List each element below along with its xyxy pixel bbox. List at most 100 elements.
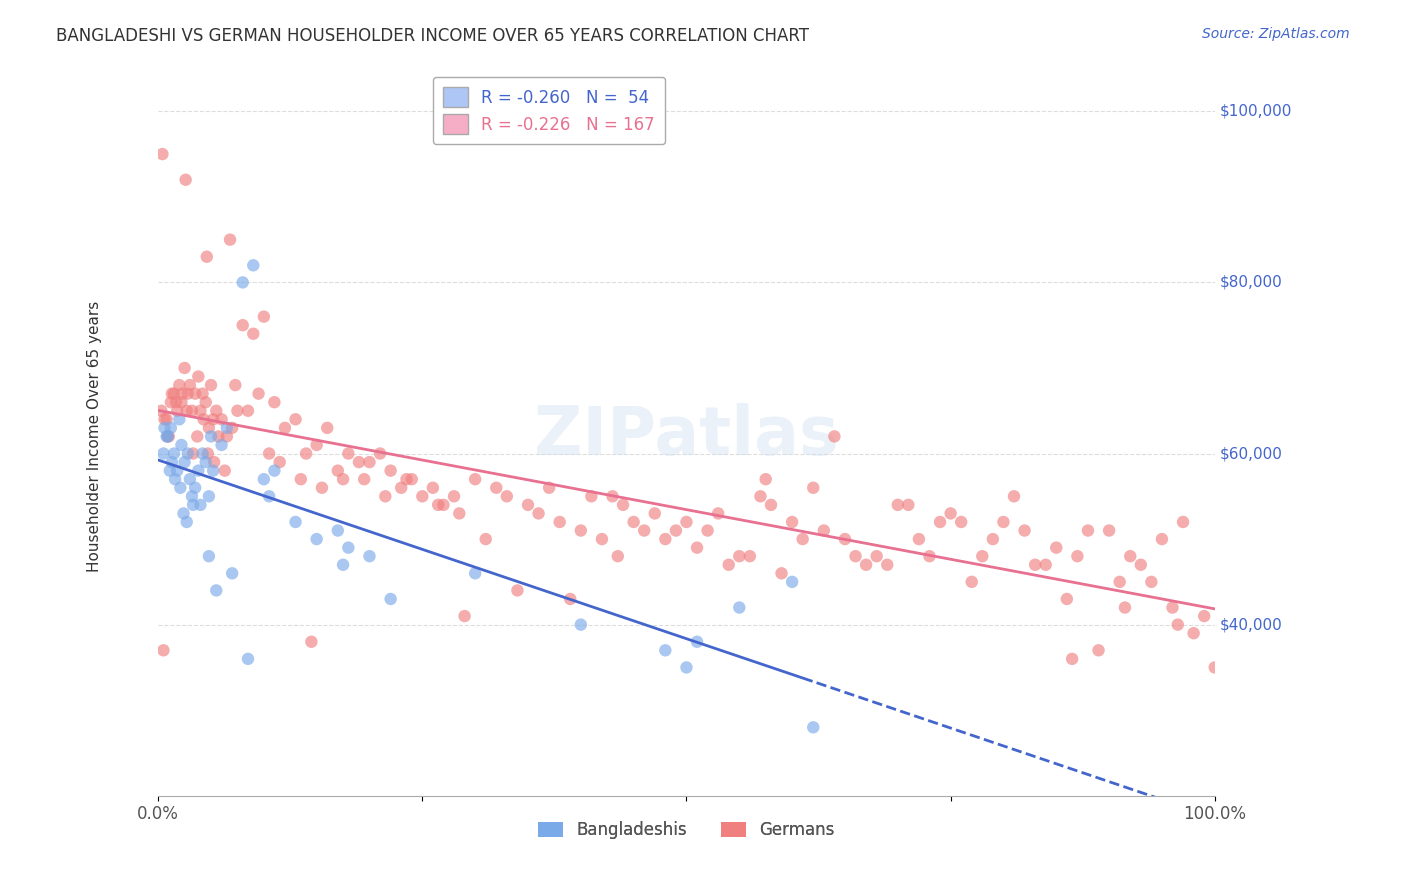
Legend: Bangladeshis, Germans: Bangladeshis, Germans [531, 814, 841, 846]
Point [380, 464, 402, 478]
Text: $40,000: $40,000 [1220, 617, 1282, 632]
Point [623, 515, 645, 529]
Point [1161, 600, 1184, 615]
Point [401, 472, 423, 486]
Point [184, 481, 207, 495]
Point [173, 507, 195, 521]
Point [1119, 549, 1142, 564]
Point [187, 369, 209, 384]
Point [176, 403, 198, 417]
Point [359, 549, 381, 564]
Point [173, 455, 195, 469]
Point [495, 489, 517, 503]
Point [1066, 549, 1088, 564]
Point [844, 549, 866, 564]
Point [801, 481, 824, 495]
Point [950, 515, 973, 529]
Point [606, 549, 628, 564]
Point [332, 472, 354, 486]
Point [257, 489, 280, 503]
Point [194, 395, 217, 409]
Point [191, 446, 214, 460]
Point [1062, 652, 1084, 666]
Point [527, 507, 550, 521]
Point [193, 412, 215, 426]
Point [960, 574, 983, 589]
Point [236, 403, 259, 417]
Point [1077, 524, 1099, 538]
Point [173, 361, 195, 376]
Point [1014, 524, 1036, 538]
Point [464, 472, 486, 486]
Point [190, 498, 212, 512]
Point [337, 541, 360, 555]
Point [242, 326, 264, 341]
Point [207, 429, 229, 443]
Point [156, 429, 179, 443]
Point [160, 395, 183, 409]
Point [792, 532, 814, 546]
Point [197, 446, 219, 460]
Point [184, 386, 207, 401]
Point [205, 403, 228, 417]
Point [176, 515, 198, 529]
Point [194, 455, 217, 469]
Point [581, 489, 603, 503]
Point [485, 481, 508, 495]
Point [696, 524, 718, 538]
Point [211, 412, 233, 426]
Text: ZIPatlas: ZIPatlas [534, 403, 839, 469]
Point [153, 421, 176, 435]
Point [153, 412, 176, 426]
Point [224, 378, 246, 392]
Point [474, 532, 496, 546]
Point [866, 549, 889, 564]
Text: $80,000: $80,000 [1220, 275, 1282, 290]
Point [169, 412, 191, 426]
Point [755, 472, 778, 486]
Point [823, 429, 845, 443]
Point [633, 524, 655, 538]
Point [560, 591, 582, 606]
Point [263, 395, 285, 409]
Point [166, 403, 188, 417]
Point [232, 276, 254, 290]
Point [359, 455, 381, 469]
Point [198, 421, 221, 435]
Point [770, 566, 793, 581]
Point [813, 524, 835, 538]
Point [834, 532, 856, 546]
Point [707, 507, 730, 521]
Point [1087, 643, 1109, 657]
Point [374, 489, 396, 503]
Point [432, 498, 454, 512]
Point [332, 558, 354, 572]
Point [160, 386, 183, 401]
Point [347, 455, 370, 469]
Point [232, 318, 254, 333]
Point [981, 532, 1004, 546]
Point [855, 558, 877, 572]
Point [215, 421, 238, 435]
Point [1140, 574, 1163, 589]
Point [305, 438, 328, 452]
Point [939, 507, 962, 521]
Point [170, 438, 193, 452]
Point [918, 549, 941, 564]
Point [174, 173, 197, 187]
Text: $60,000: $60,000 [1220, 446, 1282, 461]
Point [160, 455, 183, 469]
Point [464, 566, 486, 581]
Point [211, 438, 233, 452]
Point [1182, 626, 1205, 640]
Point [284, 412, 307, 426]
Point [929, 515, 952, 529]
Text: Householder Income Over 65 years: Householder Income Over 65 years [87, 301, 103, 572]
Point [156, 429, 179, 443]
Point [326, 464, 349, 478]
Point [538, 481, 561, 495]
Point [1056, 591, 1078, 606]
Point [675, 515, 697, 529]
Text: BANGLADESHI VS GERMAN HOUSEHOLDER INCOME OVER 65 YEARS CORRELATION CHART: BANGLADESHI VS GERMAN HOUSEHOLDER INCOME… [56, 27, 810, 45]
Point [427, 498, 450, 512]
